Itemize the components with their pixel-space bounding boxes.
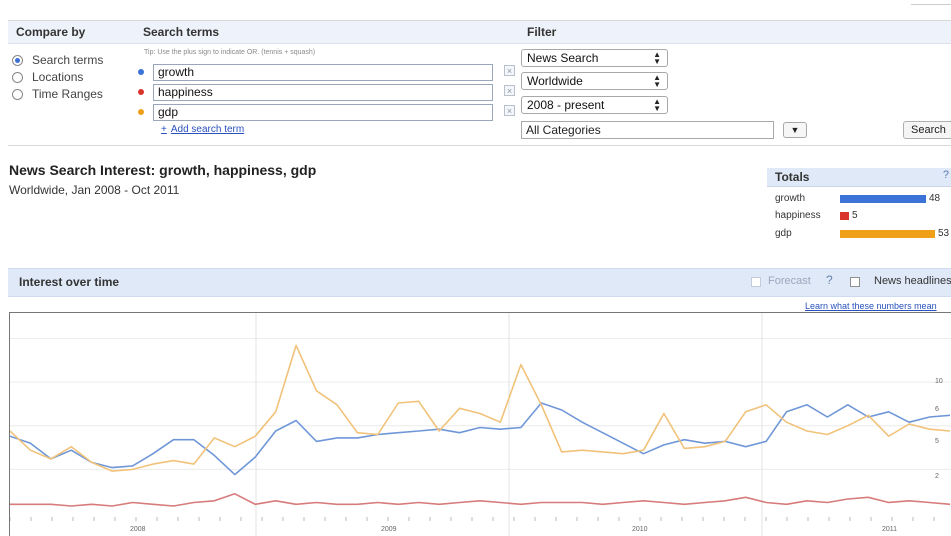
totals-value-gdp: 53	[938, 228, 950, 239]
filter-heading: Filter	[527, 25, 557, 39]
totals-label-gdp: gdp	[775, 228, 792, 239]
search-terms-heading: Search terms	[143, 25, 220, 39]
series-line-happiness	[10, 493, 951, 507]
x-tick-label: 2009	[381, 526, 397, 533]
interest-over-time-bar: Interest over time Forecast ? News headl…	[8, 268, 951, 297]
interest-over-time-title: Interest over time	[19, 275, 120, 289]
x-tick-label: 2008	[130, 526, 146, 533]
compare-option-time-ranges[interactable]: Time Ranges	[12, 87, 103, 101]
learn-numbers-link[interactable]: Learn what these numbers mean	[805, 301, 937, 311]
y-tick-label: 6	[935, 406, 939, 413]
category-dropdown-button[interactable]: ▼	[783, 122, 807, 138]
totals-value-happiness: 5	[852, 210, 858, 221]
search-term-row: ×	[138, 82, 515, 102]
search-term-row: ×	[138, 102, 515, 122]
radio-icon[interactable]	[12, 71, 23, 83]
time-range-value: 2008 - present	[527, 98, 605, 112]
search-button[interactable]: Search	[903, 121, 951, 139]
series-color-dot	[138, 109, 144, 115]
totals-bar-happiness	[840, 212, 849, 220]
totals-bar-growth	[840, 195, 926, 203]
compare-option-search-terms[interactable]: Search terms	[12, 53, 103, 67]
search-type-value: News Search	[527, 51, 599, 65]
plus-icon: +	[161, 124, 167, 135]
search-hint: Tip: Use the plus sign to indicate OR. (…	[144, 49, 316, 56]
remove-term-button[interactable]: ×	[504, 85, 515, 96]
search-term-input-happiness[interactable]	[153, 83, 493, 101]
y-tick-label: 2	[935, 473, 939, 480]
totals-label-happiness: happiness	[775, 210, 821, 221]
totals-bar-gdp	[840, 230, 935, 238]
radio-icon[interactable]	[12, 88, 23, 100]
forecast-checkbox[interactable]	[751, 277, 761, 287]
compare-option-label: Time Ranges	[32, 87, 103, 101]
time-range-select[interactable]: 2008 - present ▲ ▼	[521, 96, 668, 114]
radio-selected-icon[interactable]	[12, 54, 23, 66]
page-title: News Search Interest: growth, happiness,…	[9, 162, 317, 178]
compare-option-label: Search terms	[32, 53, 104, 67]
add-search-term-link[interactable]: + Add search term	[161, 124, 244, 135]
series-color-dot	[138, 89, 144, 95]
location-value: Worldwide	[527, 74, 583, 88]
panel-header: Compare by Search terms Filter	[8, 21, 951, 44]
help-icon[interactable]: ?	[942, 169, 949, 181]
news-headlines-label: News headlines	[874, 275, 951, 287]
x-tick-label: 2010	[632, 526, 648, 533]
category-field[interactable]: All Categories	[521, 121, 774, 139]
series-line-growth	[10, 402, 951, 476]
compare-option-locations[interactable]: Locations	[12, 70, 83, 84]
totals-label-growth: growth	[775, 193, 806, 204]
line-chart-svg: 2008 2009 2010 2011 10 6 5 2	[10, 313, 951, 536]
top-rule	[0, 0, 951, 8]
forecast-label: Forecast	[768, 275, 811, 287]
compare-by-heading: Compare by	[16, 25, 86, 39]
search-term-row: ×	[138, 62, 515, 82]
query-panel: Compare by Search terms Filter Search te…	[8, 20, 951, 146]
location-select[interactable]: Worldwide ▲ ▼	[521, 72, 668, 90]
totals-value-growth: 48	[929, 193, 941, 204]
remove-term-button[interactable]: ×	[504, 105, 515, 116]
remove-term-button[interactable]: ×	[504, 65, 515, 76]
page-subtitle: Worldwide, Jan 2008 - Oct 2011	[9, 183, 180, 197]
compare-option-label: Locations	[32, 70, 84, 84]
y-tick-label: 5	[935, 438, 939, 445]
totals-title: Totals	[775, 170, 810, 184]
news-headlines-checkbox[interactable]	[850, 277, 860, 287]
search-term-input-gdp[interactable]	[153, 103, 493, 121]
totals-header: Totals ?	[767, 168, 951, 187]
help-icon[interactable]: ?	[826, 273, 833, 287]
add-search-term-label: Add search term	[170, 124, 245, 135]
select-arrows-icon: ▲ ▼	[653, 73, 661, 89]
series-color-dot	[138, 69, 144, 75]
y-tick-label: 10	[935, 378, 943, 385]
chevron-down-icon: ▼	[790, 125, 800, 135]
series-line-gdp	[10, 344, 951, 472]
select-arrows-icon: ▲ ▼	[653, 50, 661, 66]
interest-chart: 2008 2009 2010 2011 10 6 5 2	[9, 312, 951, 536]
search-type-select[interactable]: News Search ▲ ▼	[521, 49, 668, 67]
search-term-input-growth[interactable]	[153, 63, 493, 81]
select-arrows-icon: ▲ ▼	[653, 97, 661, 113]
x-tick-label: 2011	[882, 526, 897, 533]
